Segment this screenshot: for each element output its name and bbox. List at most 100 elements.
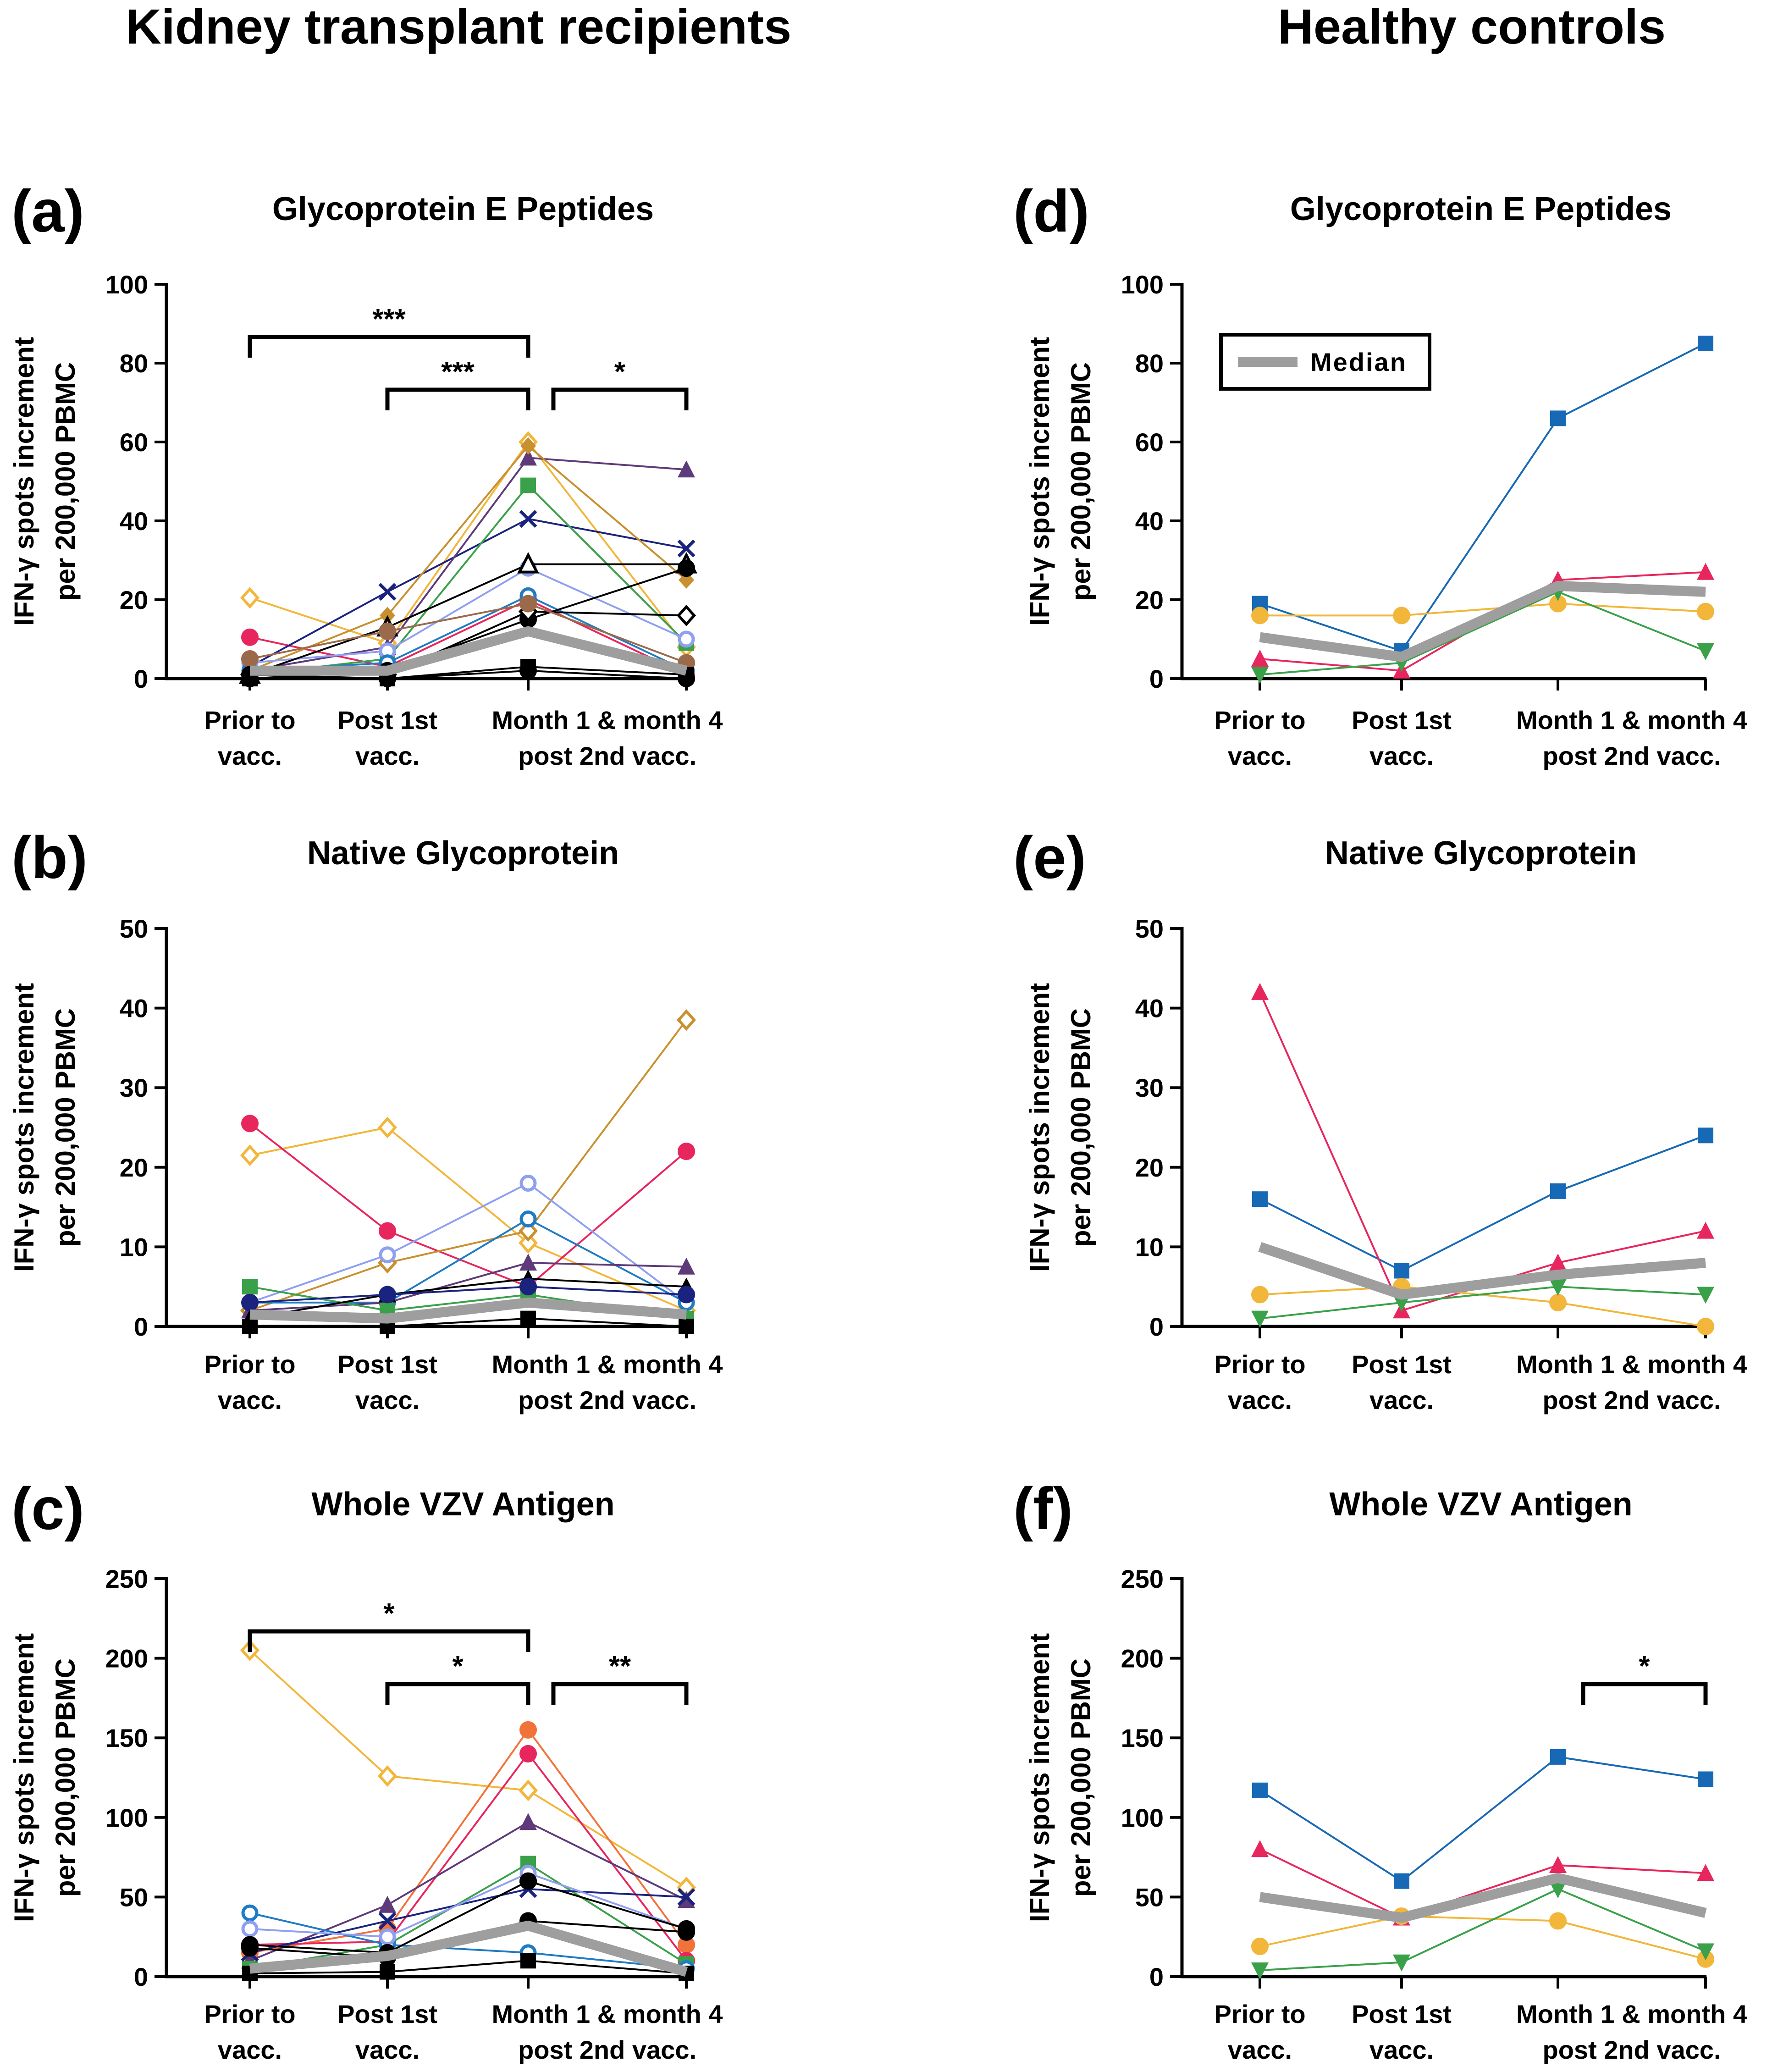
panel-title: Native Glycoprotein [307, 835, 619, 872]
series-KTR9 [239, 552, 697, 684]
marker-x-stroke [677, 539, 696, 558]
data-point [1549, 1279, 1567, 1296]
y-tick-label: 200 [105, 1644, 148, 1673]
data-point [1251, 650, 1269, 667]
data-point [378, 583, 397, 601]
series-HC1 [1252, 1127, 1713, 1279]
x-tick-label: Prior to [1214, 2000, 1305, 2028]
data-point [1252, 1782, 1268, 1798]
data-point [1251, 1840, 1269, 1857]
series-HC3 [1251, 1907, 1714, 1968]
data-point [1697, 602, 1714, 620]
panel-letter: (e) [1013, 824, 1086, 891]
median-line [1258, 1242, 1706, 1300]
y-tick-label: 50 [1135, 914, 1164, 943]
marker-x-stroke [519, 510, 537, 528]
x-tick-label: Month 1 & month 4 [492, 1350, 723, 1379]
series-KTR1 [240, 1639, 696, 1899]
x-tick-label: Post 1st [337, 706, 437, 735]
data-point [379, 1286, 396, 1304]
y-tick-label: 50 [120, 1883, 148, 1912]
data-point [519, 1872, 537, 1890]
data-point [1550, 1183, 1566, 1199]
data-point [519, 510, 537, 528]
data-point [242, 1279, 258, 1295]
y-axis-label-line2: per 200,000 PBMC [1066, 1658, 1096, 1897]
y-tick-label: 50 [1135, 1883, 1164, 1912]
series-line [249, 669, 687, 680]
data-point [1549, 1881, 1567, 1899]
y-axis-label-line1: IFN-γ spots increment [9, 337, 39, 626]
column-header-healthy-controls: Healthy controls [1278, 0, 1666, 54]
series-line [249, 567, 687, 664]
bracket-line [551, 387, 689, 410]
series-line [1259, 1888, 1706, 1972]
series-line [249, 1182, 687, 1304]
x-tick-label: vacc. [218, 1386, 282, 1414]
y-tick-label: 80 [1135, 349, 1164, 378]
data-point [1550, 410, 1566, 426]
series-KTR3 [240, 1009, 696, 1321]
data-point [519, 1721, 537, 1739]
data-point [677, 539, 696, 558]
y-tick-label: 60 [1135, 428, 1164, 457]
data-point [1697, 1287, 1714, 1304]
x-tick-label: Post 1st [337, 1350, 437, 1379]
significance-label: * [1639, 1651, 1650, 1682]
bracket-line [385, 1682, 530, 1705]
data-point [1549, 1856, 1567, 1873]
significance-label: * [452, 1651, 464, 1682]
x-tick-label: post 2nd vacc. [1542, 2035, 1721, 2064]
bracket-line [1581, 1682, 1708, 1705]
y-tick-label: 20 [1135, 586, 1164, 614]
data-point [379, 1222, 396, 1240]
y-tick-label: 100 [1121, 270, 1164, 299]
significance-bracket: *** [248, 304, 530, 358]
data-point [1252, 1191, 1268, 1207]
x-tick-label: vacc. [218, 741, 282, 770]
series-line [1259, 1756, 1706, 1883]
data-point [241, 1920, 259, 1938]
series-KTR9 [241, 1872, 695, 1961]
series-line [249, 1126, 687, 1312]
data-point [1251, 983, 1269, 1000]
x-tick-label: Post 1st [337, 2000, 437, 2028]
data-point [1697, 563, 1714, 580]
data-point [519, 1210, 537, 1228]
data-point [241, 628, 259, 646]
data-point [240, 587, 260, 609]
data-point [241, 1939, 259, 1957]
data-point [1697, 1318, 1714, 1335]
series-HC3 [1251, 595, 1714, 624]
significance-label: * [614, 356, 626, 388]
data-point [241, 650, 259, 668]
panel-letter: (d) [1013, 177, 1089, 244]
x-tick-label: post 2nd vacc. [518, 1386, 696, 1414]
data-point [519, 1278, 537, 1296]
data-point [1549, 1912, 1567, 1930]
data-point [520, 1953, 536, 1969]
series-line [249, 563, 686, 676]
median-line [1259, 1873, 1707, 1923]
series-line [249, 598, 687, 676]
x-tick-label: vacc. [1228, 741, 1292, 770]
data-point [517, 552, 539, 574]
data-point [1251, 1310, 1269, 1328]
x-tick-label: vacc. [1369, 741, 1434, 770]
series-line [249, 457, 687, 672]
data-point [1393, 607, 1410, 624]
x-tick-label: post 2nd vacc. [518, 2035, 696, 2064]
series-HC4 [1251, 1881, 1714, 1980]
panel-d: (d) Glycoprotein E Peptides IFN-γ spots in… [1013, 177, 1747, 770]
y-tick-label: 20 [120, 1153, 148, 1182]
panel-letter: (a) [11, 177, 84, 244]
x-tick-label: vacc. [1369, 2035, 1434, 2064]
series-line [1259, 992, 1706, 1312]
x-tick-label: Prior to [1214, 1350, 1305, 1379]
series-line [249, 1752, 687, 1961]
data-point [1698, 1127, 1713, 1144]
data-point [1251, 1962, 1269, 1980]
data-point [520, 1310, 536, 1326]
data-point [241, 1115, 259, 1133]
